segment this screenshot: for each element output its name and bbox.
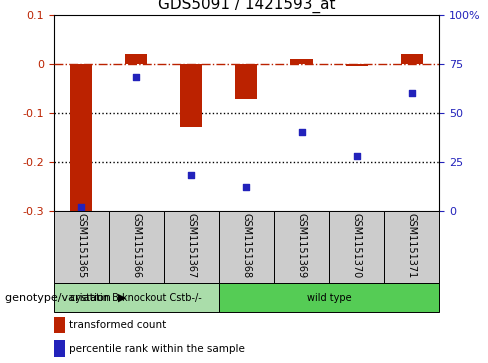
Text: GSM1151370: GSM1151370 [351, 213, 362, 278]
Bar [401, 54, 423, 64]
Bar [109, 211, 164, 283]
Text: GSM1151371: GSM1151371 [407, 213, 417, 278]
Point [353, 153, 361, 159]
Bar [219, 211, 274, 283]
Bar [54, 283, 219, 312]
Point [243, 184, 250, 190]
Bar [329, 211, 384, 283]
Point [132, 74, 140, 80]
Bar [70, 64, 92, 211]
Bar [54, 340, 65, 357]
Bar [235, 64, 258, 99]
Title: GDS5091 / 1421593_at: GDS5091 / 1421593_at [158, 0, 335, 13]
Point [187, 172, 195, 178]
Bar [384, 211, 439, 283]
Text: GSM1151369: GSM1151369 [297, 213, 306, 278]
Text: GSM1151365: GSM1151365 [76, 213, 86, 278]
Bar [54, 211, 109, 283]
Bar [219, 283, 439, 312]
Text: GSM1151367: GSM1151367 [186, 213, 196, 278]
Text: cystatin B knockout Cstb-/-: cystatin B knockout Cstb-/- [70, 293, 202, 303]
Bar [274, 211, 329, 283]
Bar [164, 211, 219, 283]
Bar [181, 64, 203, 127]
Bar [346, 64, 367, 66]
Bar [125, 54, 147, 64]
Point [77, 204, 85, 209]
Text: percentile rank within the sample: percentile rank within the sample [69, 344, 245, 354]
Text: GSM1151368: GSM1151368 [242, 213, 251, 278]
Text: GSM1151366: GSM1151366 [131, 213, 142, 278]
Bar [290, 58, 312, 64]
Text: wild type: wild type [307, 293, 351, 303]
Text: transformed count: transformed count [69, 321, 166, 330]
Bar [54, 317, 65, 333]
Point [298, 129, 305, 135]
Point [408, 90, 416, 96]
Text: genotype/variation  ▶: genotype/variation ▶ [5, 293, 126, 303]
